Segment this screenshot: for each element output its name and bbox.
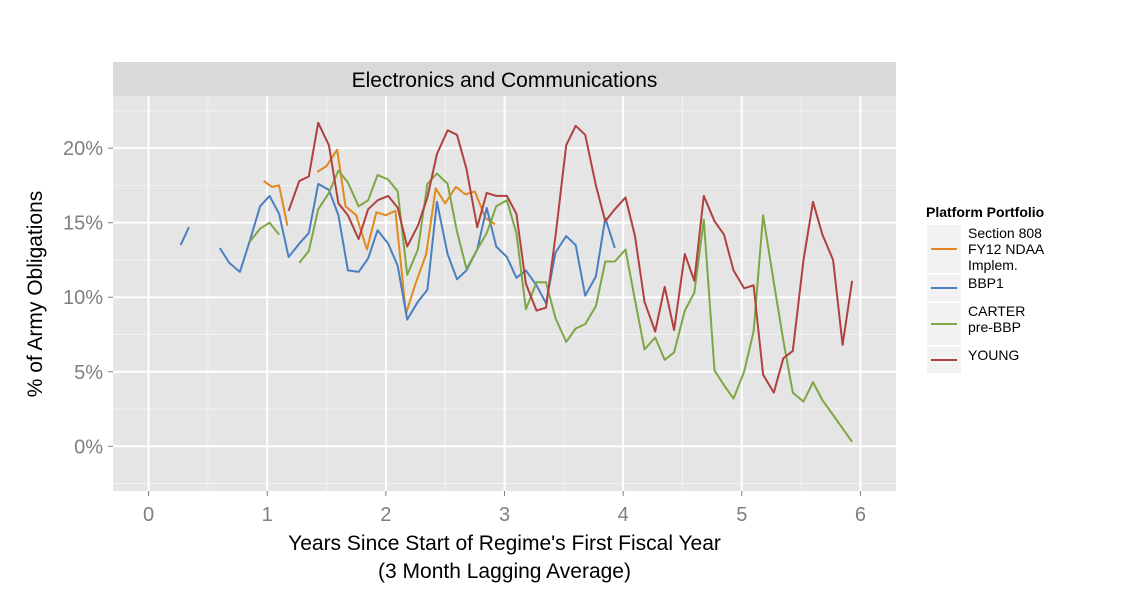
series-line-bbp1: [179, 226, 190, 246]
legend-item-bbp1: BBP1: [926, 274, 1116, 302]
y-axis-label: % of Army Obligations: [24, 191, 47, 398]
x-axis: 0 1 2 3 4 5 6: [143, 491, 866, 526]
legend-items: Section 808 FY12 NDAA Implem. BBP1 CARTER …: [926, 224, 1116, 374]
legend-swatch: [931, 287, 957, 289]
y-tick-label: 0%: [74, 436, 103, 458]
y-tick-label: 5%: [74, 362, 103, 384]
x-tick-label: 0: [143, 504, 154, 526]
x-tick-label: 5: [736, 504, 747, 526]
legend-key: [926, 274, 962, 302]
legend-title: Platform Portfolio: [926, 204, 1045, 220]
legend-item-young: YOUNG: [926, 346, 1116, 374]
legend-key: [926, 224, 962, 274]
legend-label: Section 808 FY12 NDAA Implem.: [968, 225, 1045, 273]
y-axis: 0% 5% 10% 15% 20%: [63, 138, 113, 458]
series-line-young: [287, 121, 854, 394]
legend-label: YOUNG: [968, 347, 1020, 363]
legend: Platform Portfolio Section 808 FY12 NDAA…: [926, 204, 1116, 374]
legend-label: BBP1: [968, 275, 1004, 291]
panel-strip: [113, 62, 896, 96]
legend-swatch: [931, 323, 957, 325]
y-tick-label: 15%: [63, 213, 103, 235]
series-line-carter: [298, 169, 853, 443]
x-tick-label: 2: [380, 504, 391, 526]
chart-title: Electronics and Communications: [352, 69, 658, 92]
legend-key: [926, 302, 962, 346]
legend-item-carter: CARTER pre-BBP: [926, 302, 1116, 346]
x-tick-label: 3: [499, 504, 510, 526]
legend-label: CARTER pre-BBP: [968, 303, 1026, 335]
major-gridlines: [113, 96, 896, 491]
legend-item-section-808: Section 808 FY12 NDAA Implem.: [926, 224, 1116, 274]
series-line-carter: [248, 221, 280, 243]
y-tick-label: 20%: [63, 138, 103, 160]
x-axis-sublabel: (3 Month Lagging Average): [378, 560, 631, 583]
x-axis-label: Years Since Start of Regime's First Fisc…: [288, 532, 721, 555]
x-tick-label: 4: [618, 504, 629, 526]
series-lines: [179, 121, 854, 443]
x-tick-label: 1: [262, 504, 273, 526]
series-line-section-808: [263, 180, 289, 226]
legend-swatch: [931, 359, 957, 361]
x-tick-label: 6: [855, 504, 866, 526]
legend-key: [926, 346, 962, 374]
legend-swatch: [931, 248, 957, 250]
y-tick-label: 10%: [63, 287, 103, 309]
